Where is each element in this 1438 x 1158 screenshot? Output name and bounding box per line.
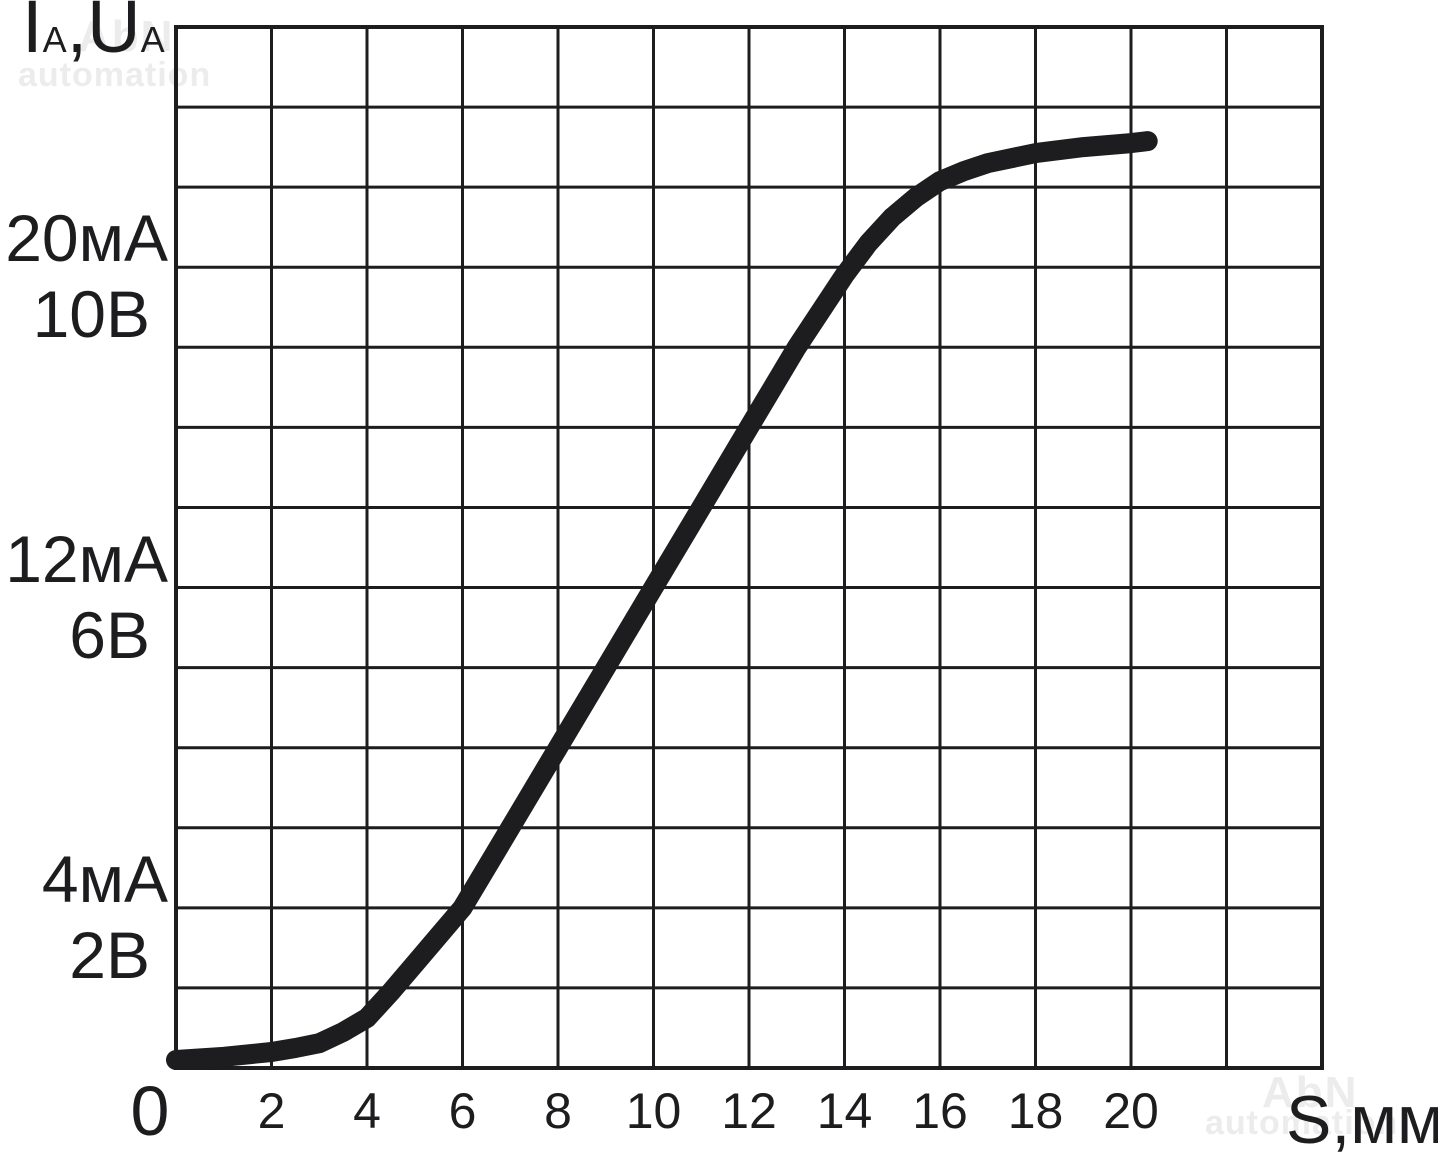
y-axis-title-subscript-a2: A xyxy=(140,19,165,60)
y-axis-title-symbol-u: U xyxy=(87,0,141,68)
grid-lines xyxy=(174,25,1324,1070)
y-tick-label-v: 6В xyxy=(69,597,150,672)
y-tick-label-v: 2В xyxy=(69,917,150,992)
signal-curve xyxy=(166,131,1158,1070)
watermark-sub-text: automation xyxy=(18,56,212,94)
y-axis-title-comma: , xyxy=(66,0,88,68)
x-axis-title: S,мм xyxy=(1286,1082,1438,1158)
x-tick-label: 12 xyxy=(721,1083,777,1139)
y-axis-title-subscript-a1: A xyxy=(42,19,67,60)
x-tick-label: 10 xyxy=(625,1083,682,1139)
watermark-brand-text: AbN xyxy=(78,12,175,61)
watermark-top-left: AbN automation xyxy=(18,12,234,108)
x-tick-label: 14 xyxy=(816,1083,873,1139)
x-tick-label: 2 xyxy=(257,1083,286,1139)
y-tick-label-ma: 20мА xyxy=(5,201,168,276)
watermark-sub-text: automation xyxy=(1205,1104,1399,1142)
watermark-brand-text: AbN xyxy=(1262,1068,1359,1117)
y-tick-label-ma: 4мА xyxy=(41,841,168,916)
x-tick-label: 6 xyxy=(448,1083,477,1139)
x-tick-label: 16 xyxy=(912,1083,968,1139)
x-tick-label: 4 xyxy=(353,1083,381,1139)
y-tick-label-v: 10В xyxy=(32,277,150,352)
y-axis-title-symbol-i: I xyxy=(22,0,43,68)
watermark-bottom-right: AbN automation xyxy=(1205,1068,1438,1144)
x-tick-label: 18 xyxy=(1007,1083,1064,1139)
origin-label: 0 xyxy=(130,1072,170,1150)
plot-border xyxy=(174,25,1324,1070)
x-tick-label: 8 xyxy=(544,1083,572,1139)
y-axis-title: IA,UA xyxy=(22,0,165,64)
y-tick-label-ma: 12мА xyxy=(5,521,168,596)
x-tick-label: 20 xyxy=(1103,1083,1159,1139)
